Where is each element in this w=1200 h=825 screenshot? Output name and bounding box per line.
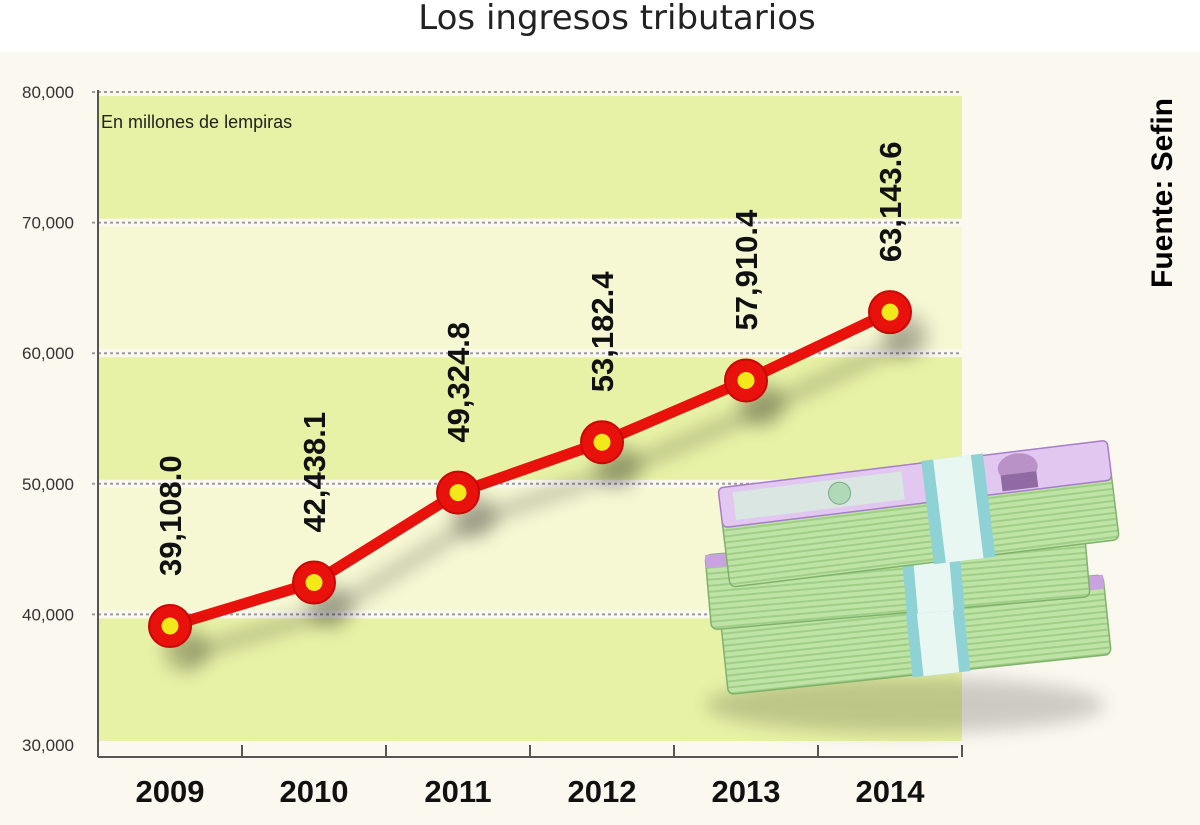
x-tick-label: 2010	[280, 774, 349, 809]
y-axis: 30,000 40,000 50,000 60,000 70,000 80,000	[22, 83, 99, 755]
x-tick-label: 2011	[424, 774, 491, 809]
y-tick-label: 50,000	[22, 475, 74, 494]
plot-band	[98, 96, 962, 219]
data-point-center	[737, 371, 755, 389]
y-tick-label: 70,000	[22, 214, 74, 233]
series-line	[164, 306, 896, 632]
chart-title: Los ingresos tributarios	[418, 0, 815, 38]
x-tick-label: 2014	[856, 774, 926, 809]
data-label: 39,108.0	[153, 455, 188, 576]
series-line-group	[148, 290, 928, 673]
y-tick-label: 60,000	[22, 344, 74, 363]
y-tick-label: 80,000	[22, 83, 74, 102]
gridlines	[92, 91, 962, 616]
series-line-shadow	[185, 333, 912, 661]
y-tick-label: 40,000	[22, 605, 74, 624]
data-label: 53,182.4	[585, 271, 620, 392]
data-label: 49,324.8	[441, 322, 476, 443]
data-labels: 39,108.0 42,438.1 49,324.8 53,182.4 57,910.4…	[153, 141, 908, 576]
x-axis: 2009 2010 2011 2012 2013 2014	[97, 745, 963, 809]
data-point-center	[449, 484, 467, 502]
data-label: 63,143.6	[873, 141, 908, 262]
source-note: Fuente: Sefin	[1146, 98, 1179, 288]
plot-band	[98, 226, 962, 350]
x-tick-label: 2009	[136, 774, 205, 809]
data-point-center	[305, 574, 323, 592]
y-tick-label: 30,000	[22, 736, 74, 755]
data-label: 42,438.1	[297, 412, 332, 533]
data-point-center	[881, 303, 899, 321]
money-stacks-icon	[704, 440, 1120, 733]
data-point-center	[593, 433, 611, 451]
data-label: 57,910.4	[729, 209, 764, 330]
x-tick-label: 2012	[568, 774, 637, 809]
x-tick-label: 2013	[712, 774, 781, 809]
data-point-center	[161, 617, 179, 635]
unit-note: En millones de lempiras	[101, 112, 292, 132]
